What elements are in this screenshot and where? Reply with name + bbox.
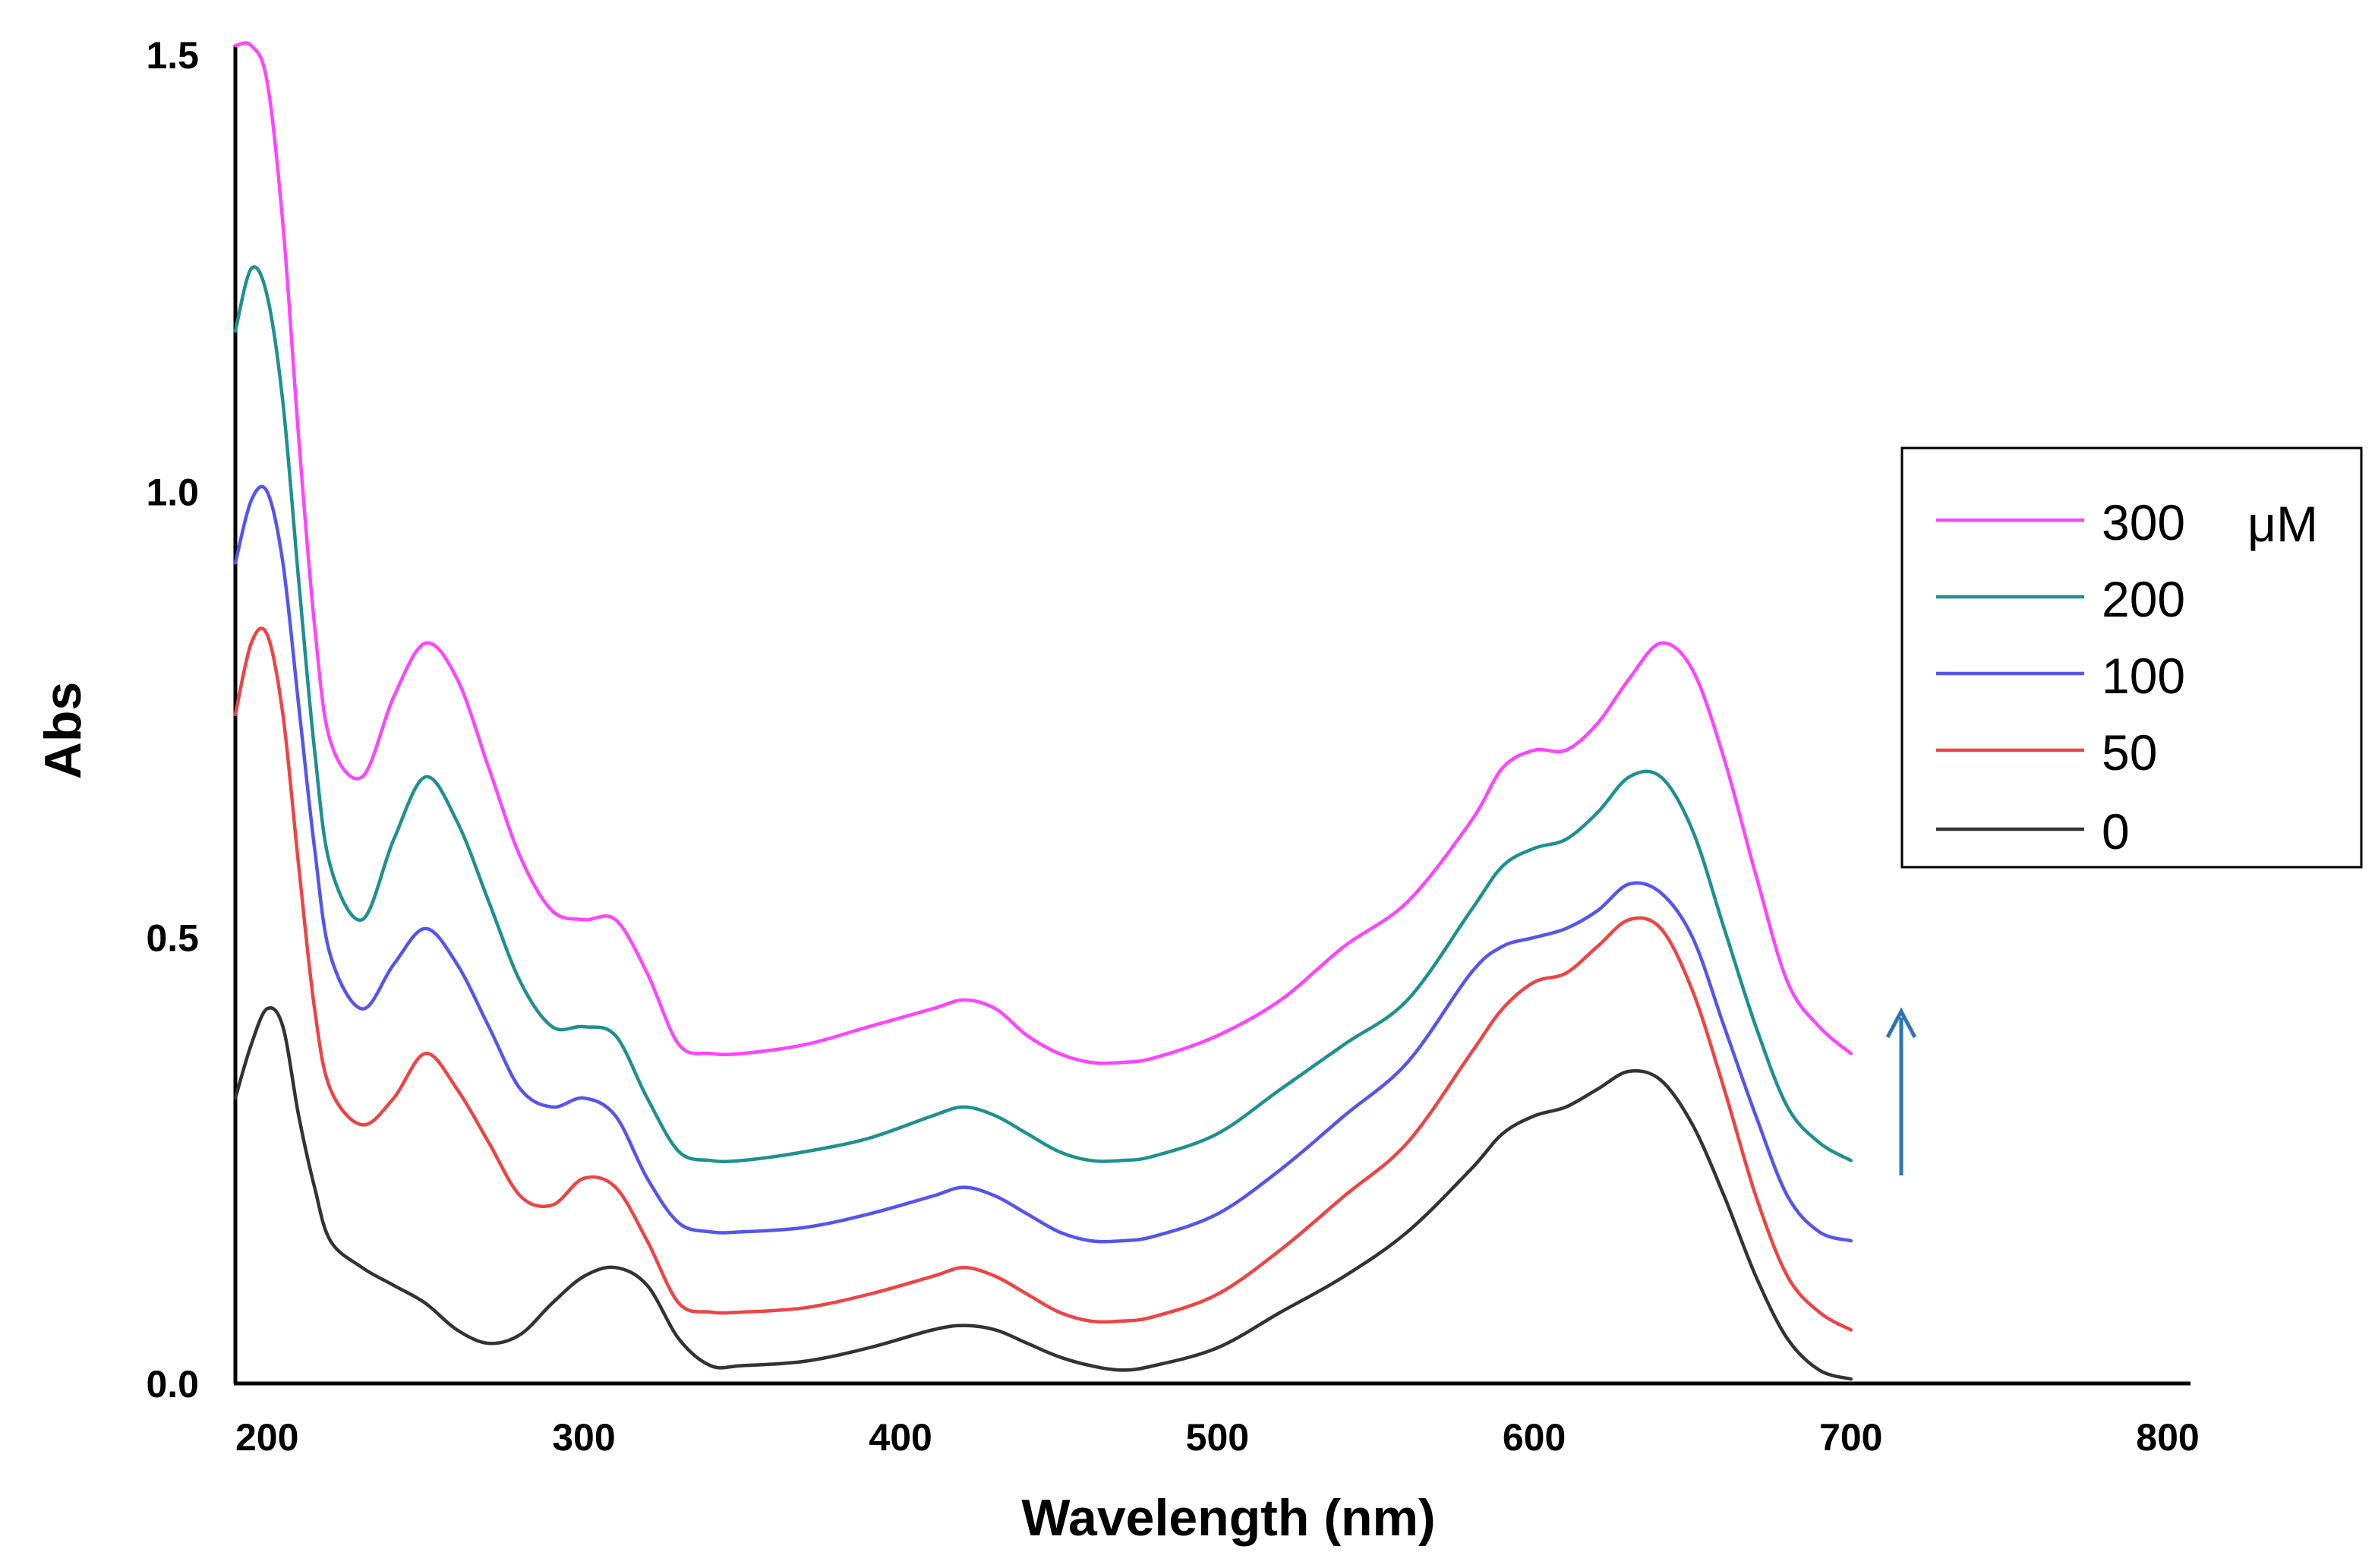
series-line-0: [233, 1006, 1853, 1381]
series-line-100: [233, 484, 1853, 1244]
legend-box: [1900, 446, 2363, 869]
legend-entry-300: 300: [1936, 494, 2185, 551]
x-tick-label: 800: [2136, 1416, 2199, 1459]
x-axis-title: Wavelength (nm): [1021, 1489, 1435, 1547]
legend-label: 100: [2102, 648, 2185, 704]
legend-entry-200: 200: [1936, 571, 2185, 627]
y-tick-labels: 0.0 0.5 1.0 1.5: [146, 34, 199, 1406]
increase-arrow-icon: [1885, 1007, 1917, 1175]
legend-label: 50: [2102, 724, 2157, 781]
series-lines: [233, 41, 1853, 1381]
legend-label: 300: [2102, 494, 2185, 551]
y-tick-label: 1.0: [146, 471, 199, 513]
x-tick-labels: 200 300 400 500 600 700 800: [235, 1416, 2200, 1459]
legend-label: 200: [2102, 571, 2185, 627]
x-tick-label: 300: [552, 1416, 615, 1459]
x-tick-label: 600: [1503, 1416, 1566, 1459]
y-axis-title: Abs: [34, 682, 92, 779]
series-line-200: [233, 265, 1853, 1164]
legend-label: 0: [2102, 803, 2130, 860]
legend-unit: μM: [2247, 496, 2318, 552]
y-tick-label: 0.5: [146, 917, 199, 960]
legend-entries: 300 200 100 50 0: [1936, 494, 2185, 860]
x-tick-label: 500: [1186, 1416, 1249, 1459]
series-line-50: [233, 626, 1853, 1332]
x-tick-label: 200: [235, 1416, 298, 1459]
legend-entry-100: 100: [1936, 648, 2185, 704]
y-tick-label: 1.5: [146, 34, 199, 77]
x-tick-label: 700: [1819, 1416, 1882, 1459]
legend: 300 200 100 50 0 μM: [1900, 446, 2363, 869]
y-tick-label: 0.0: [146, 1363, 199, 1406]
legend-entry-50: 50: [1936, 724, 2157, 781]
x-tick-label: 400: [869, 1416, 932, 1459]
series-line-300: [233, 41, 1853, 1065]
legend-entry-0: 0: [1936, 803, 2130, 860]
